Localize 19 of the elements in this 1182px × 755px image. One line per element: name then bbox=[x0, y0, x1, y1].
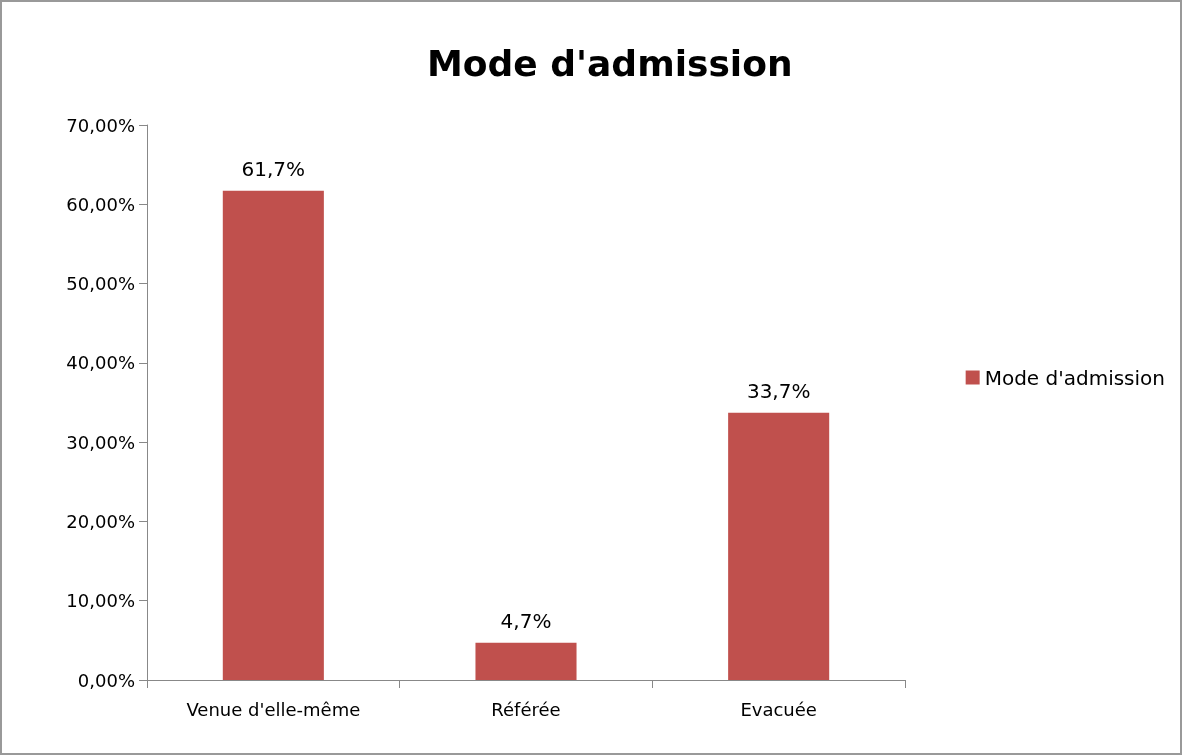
y-tick-label: 10,00% bbox=[66, 590, 135, 612]
data-label: 4,7% bbox=[500, 608, 552, 633]
bar bbox=[475, 642, 577, 680]
data-label: 61,7% bbox=[241, 156, 306, 181]
y-tick-label: 0,00% bbox=[77, 669, 135, 691]
chart-title: Mode d'admission bbox=[427, 42, 793, 84]
x-tick-label: Référée bbox=[491, 698, 561, 720]
bar bbox=[728, 412, 830, 680]
y-tick-label: 70,00% bbox=[66, 114, 135, 136]
y-tick-label: 50,00% bbox=[66, 273, 135, 295]
y-tick-label: 60,00% bbox=[66, 193, 135, 215]
x-tick-label: Venue d'elle-même bbox=[186, 698, 361, 720]
legend-label: Mode d'admission bbox=[984, 365, 1165, 390]
data-label: 33,7% bbox=[746, 378, 811, 403]
bar bbox=[222, 190, 324, 680]
x-tick-label: Evacuée bbox=[740, 698, 817, 720]
y-tick-label: 20,00% bbox=[66, 510, 135, 532]
y-tick-label: 30,00% bbox=[66, 431, 135, 453]
y-tick-label: 40,00% bbox=[66, 352, 135, 374]
